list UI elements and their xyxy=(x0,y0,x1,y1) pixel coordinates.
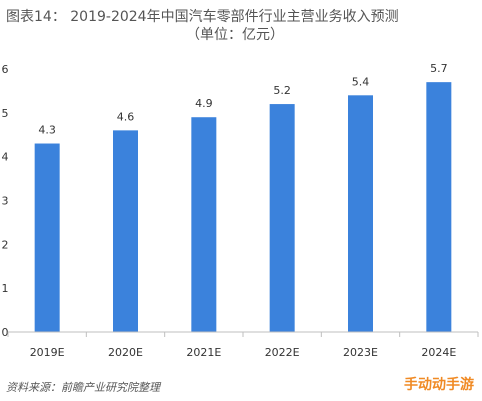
source-note: 资料来源：前瞻产业研究院整理 xyxy=(6,381,160,394)
bar xyxy=(426,82,452,333)
bar xyxy=(269,104,295,332)
bar xyxy=(348,95,373,332)
x-tick-label: 2021E xyxy=(186,346,221,359)
y-tick-label: 4 xyxy=(2,151,9,164)
bar-series xyxy=(34,82,452,333)
value-label: 5.2 xyxy=(273,84,291,97)
x-tick-label: 2024E xyxy=(421,346,456,359)
value-labels: 4.3 4.6 4.9 5.2 5.4 5.7 xyxy=(38,62,447,136)
value-label: 4.3 xyxy=(38,124,56,137)
title-line-2: （单位：亿元） xyxy=(186,27,284,43)
bar xyxy=(34,143,60,332)
value-label: 4.9 xyxy=(195,97,213,110)
chart-title: 图表14： 2019-2024年中国汽车零部件行业主营业务收入预测 （单位：亿元… xyxy=(6,8,476,44)
value-label: 4.6 xyxy=(117,110,135,123)
x-tick-label: 2023E xyxy=(343,346,378,359)
bar xyxy=(113,130,138,332)
x-axis-ticks: 2019E 2020E 2021E 2022E 2023E 2024E xyxy=(7,332,479,359)
y-tick-label: 6 xyxy=(2,63,9,76)
x-tick-label: 2019E xyxy=(30,346,65,359)
x-tick-label: 2022E xyxy=(265,346,300,359)
y-axis-ticks: 0 1 2 3 4 5 6 xyxy=(2,63,9,339)
y-tick-label: 2 xyxy=(2,238,9,251)
y-tick-label: 5 xyxy=(2,107,9,120)
x-tick-label: 2020E xyxy=(108,346,143,359)
value-label: 5.4 xyxy=(352,75,370,88)
y-tick-label: 1 xyxy=(2,282,9,295)
title-line-1: 图表14： 2019-2024年中国汽车零部件行业主营业务收入预测 xyxy=(6,9,399,25)
corner-logo: 手动动手游 xyxy=(404,377,474,393)
bar xyxy=(191,117,217,332)
value-label: 5.7 xyxy=(430,62,448,75)
y-tick-label: 0 xyxy=(2,326,9,339)
y-tick-label: 3 xyxy=(2,195,9,208)
